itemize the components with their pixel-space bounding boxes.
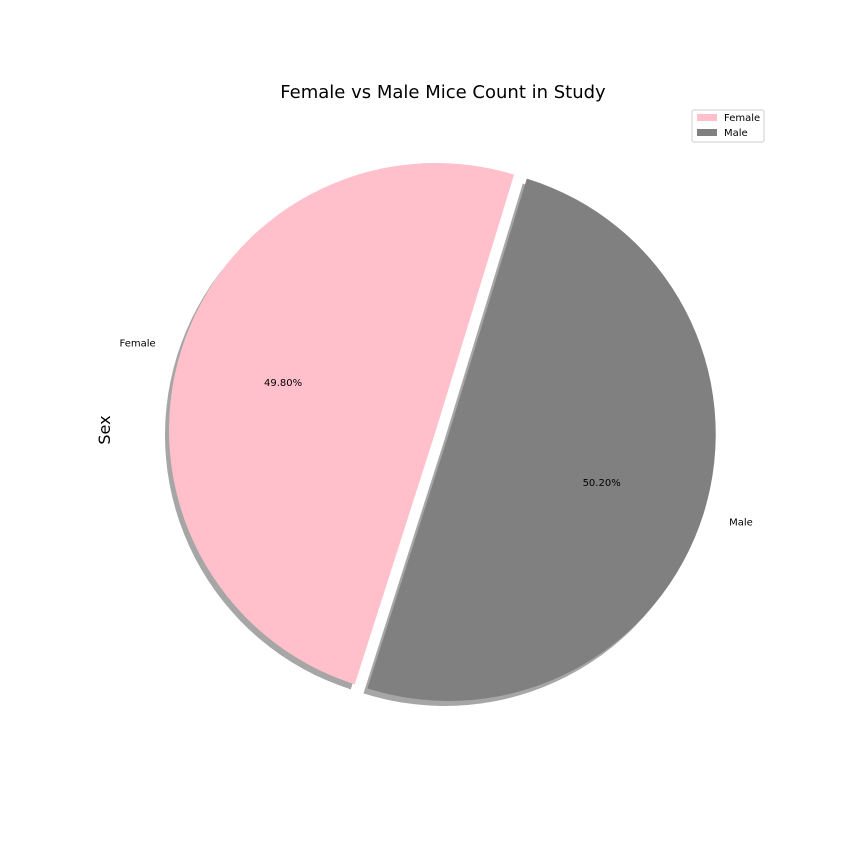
chart-title: Female vs Male Mice Count in Study <box>280 82 606 103</box>
pie-slice-male <box>367 178 716 701</box>
pie-slices <box>169 163 716 701</box>
legend-swatch-male <box>697 129 717 136</box>
pie-slice-female <box>169 163 515 685</box>
percent-label-female: 49.80% <box>264 378 302 389</box>
legend-swatch-female <box>697 114 717 121</box>
legend-label-male: Male <box>724 128 748 139</box>
slice-labels: Female 49.80% Male 50.20% <box>120 338 753 528</box>
legend-label-female: Female <box>724 113 760 124</box>
legend: Female Male <box>691 109 765 143</box>
slice-label-male: Male <box>729 518 753 529</box>
y-axis-label: Sex <box>95 415 114 444</box>
slice-label-female: Female <box>120 338 156 349</box>
percent-label-male: 50.20% <box>583 478 621 489</box>
